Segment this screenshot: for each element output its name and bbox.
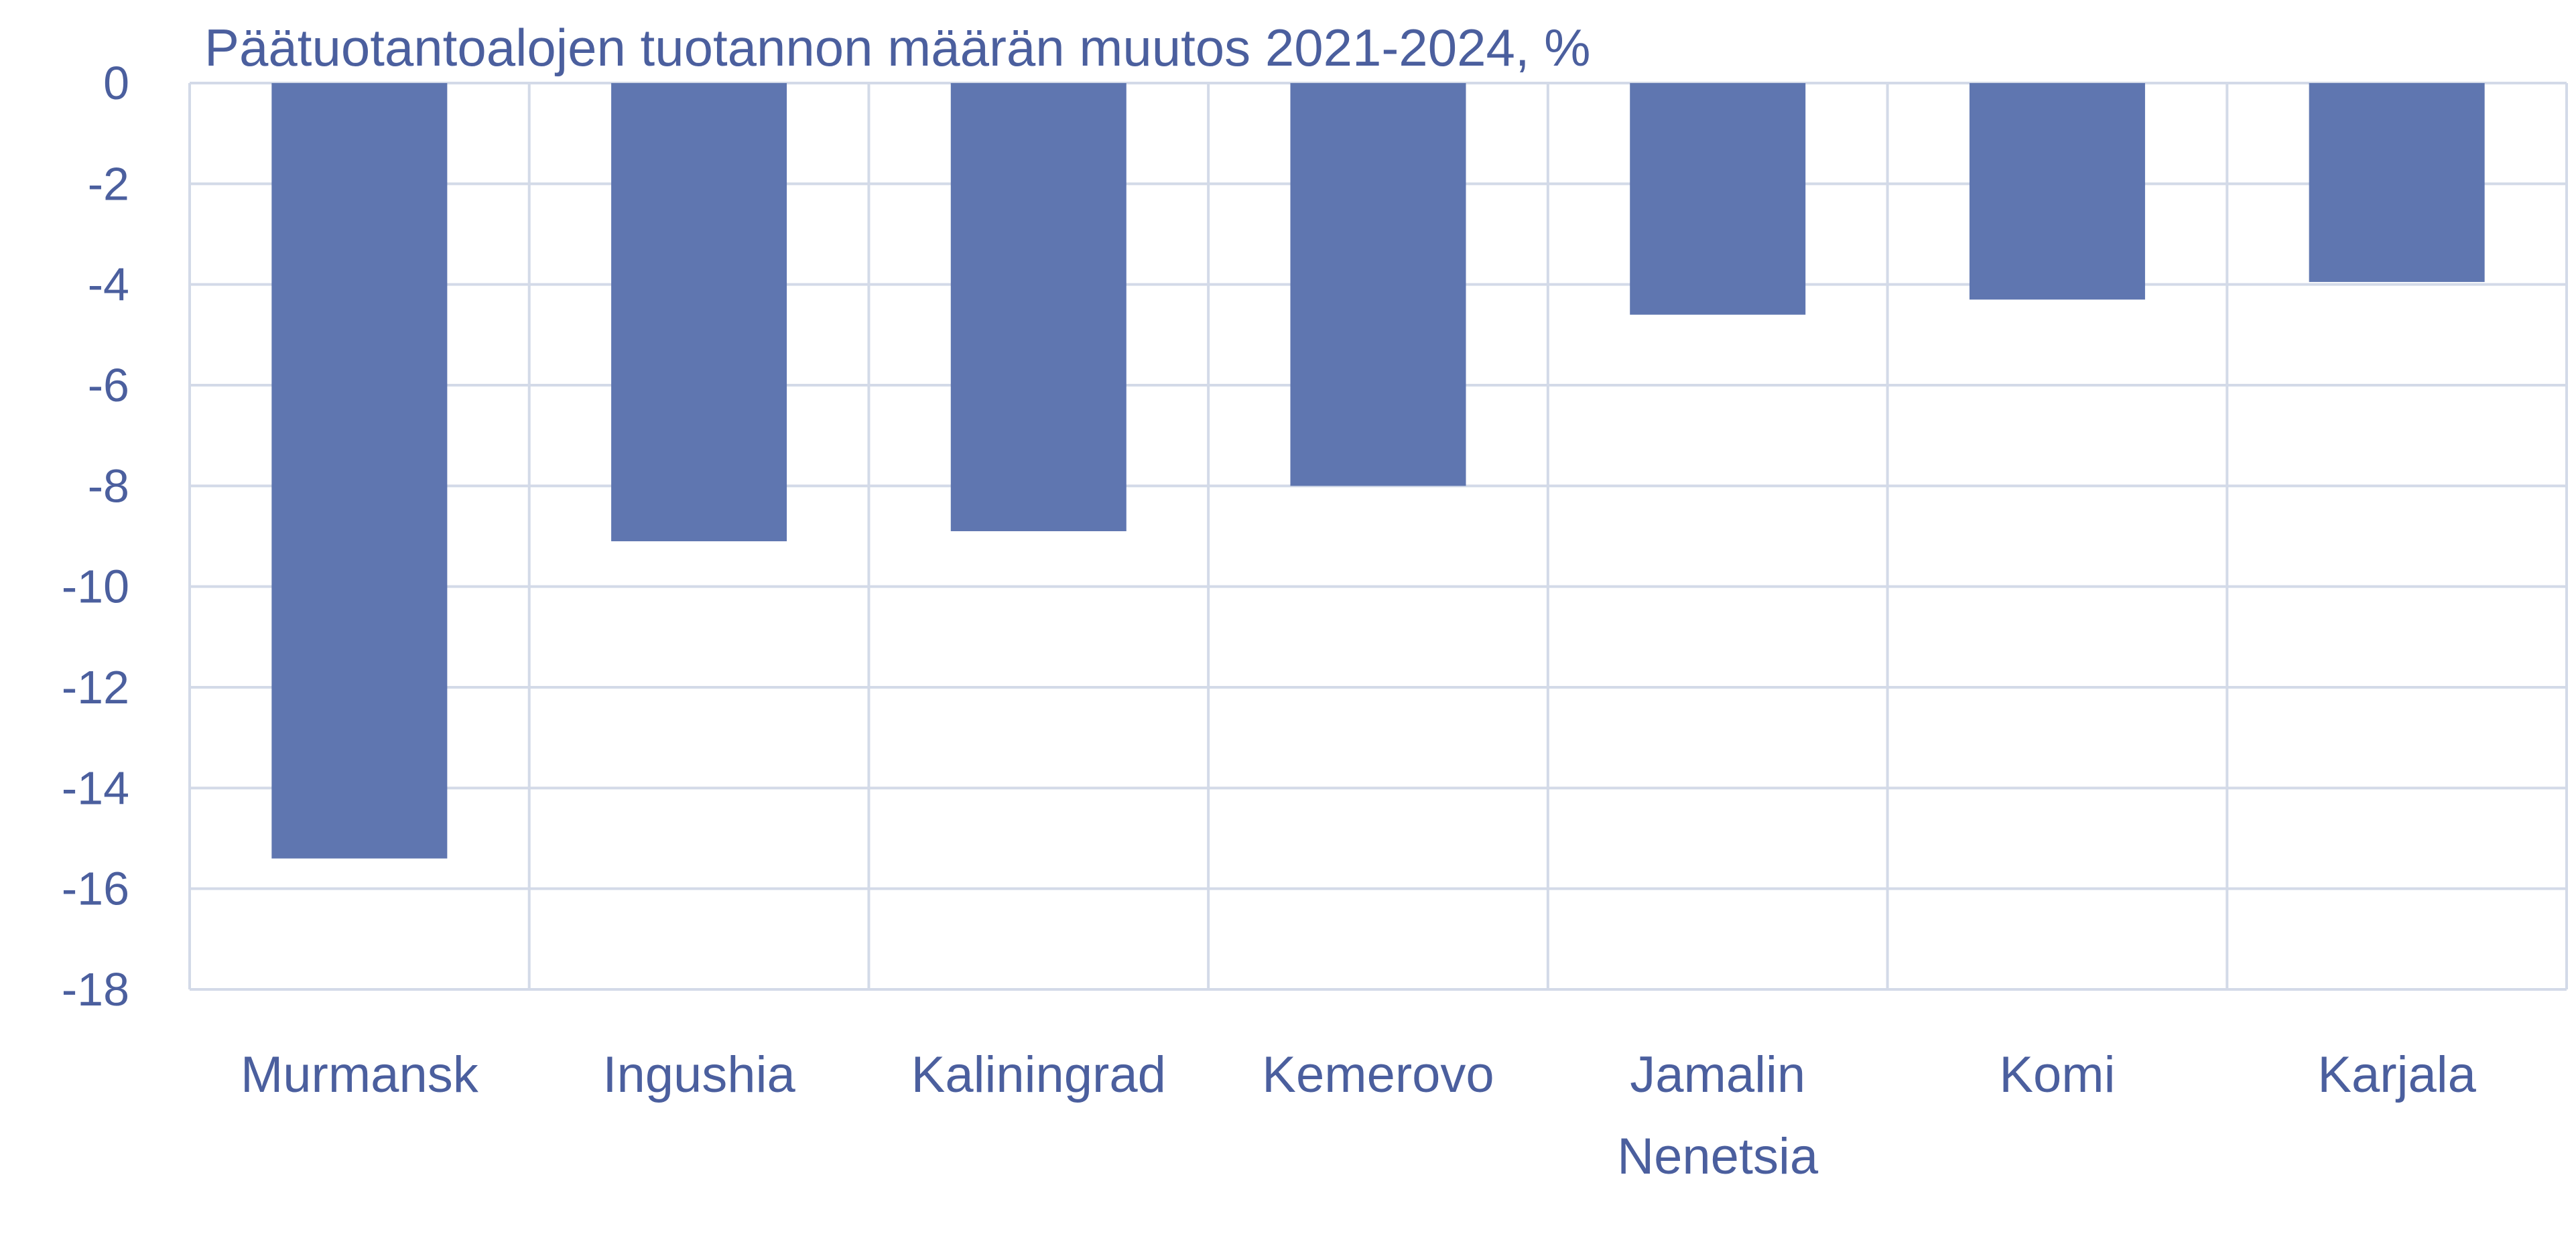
x-category-label: Jamalin Nenetsia bbox=[1617, 1046, 1819, 1185]
y-tick-label: -8 bbox=[88, 460, 129, 512]
x-category-label: Kemerovo bbox=[1262, 1046, 1494, 1103]
chart-title: Päätuotantoalojen tuotannon määrän muuto… bbox=[204, 18, 1591, 77]
y-tick-label: -4 bbox=[88, 259, 129, 311]
y-tick-label: -16 bbox=[62, 863, 129, 915]
y-tick-label: -10 bbox=[62, 561, 129, 613]
x-category-label: Murmansk bbox=[241, 1046, 479, 1103]
y-tick-label: -2 bbox=[88, 157, 129, 210]
x-category-label: Karjala bbox=[2317, 1046, 2476, 1103]
x-category-label: Komi bbox=[1999, 1046, 2115, 1103]
bar bbox=[1290, 83, 1466, 486]
bar bbox=[1969, 83, 2145, 300]
bars bbox=[271, 83, 2485, 859]
bar bbox=[2309, 83, 2485, 282]
y-tick-label: -6 bbox=[88, 359, 129, 411]
y-axis-tick-labels: 0 -2 -4 -6 -8 -10 -12 -14 -16 -18 bbox=[62, 57, 129, 1016]
x-category-label: Kaliningrad bbox=[911, 1046, 1166, 1103]
y-tick-label: -14 bbox=[62, 762, 129, 814]
bar bbox=[950, 83, 1126, 531]
bar bbox=[1630, 83, 1806, 315]
y-tick-label: 0 bbox=[103, 57, 129, 109]
y-tick-label: -18 bbox=[62, 963, 129, 1016]
x-category-label: Ingushia bbox=[602, 1046, 795, 1103]
bar bbox=[611, 83, 787, 542]
bar bbox=[271, 83, 448, 859]
x-axis-category-labels: Murmansk Ingushia Kaliningrad Kemerovo Jamal… bbox=[241, 1046, 2477, 1185]
y-tick-label: -12 bbox=[62, 661, 129, 713]
